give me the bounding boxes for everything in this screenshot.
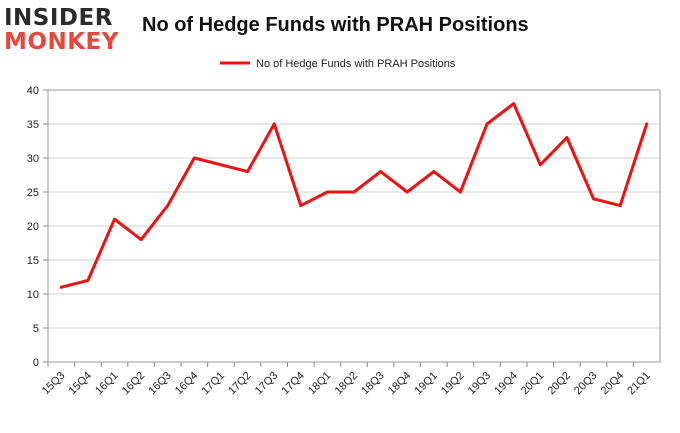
y-tick-label: 5 — [33, 323, 39, 335]
data-point — [352, 190, 356, 194]
y-tick-label: 10 — [27, 289, 39, 301]
x-tick-label: 15Q4 — [67, 370, 95, 398]
data-point — [645, 122, 649, 126]
x-tick-label: 16Q1 — [93, 370, 121, 398]
y-tick-label: 15 — [27, 255, 39, 267]
logo-line-2: MONKEY — [4, 29, 119, 55]
data-point — [538, 163, 542, 167]
x-tick-label: 19Q2 — [439, 370, 467, 398]
x-tick-label: 18Q3 — [359, 370, 387, 398]
insider-monkey-logo: INSIDER MONKEY — [4, 6, 128, 56]
y-tick-label: 0 — [33, 357, 39, 369]
data-point — [166, 204, 170, 208]
legend-label: No of Hedge Funds with PRAH Positions — [256, 58, 456, 70]
data-point — [512, 102, 516, 106]
x-tick-label: 20Q4 — [599, 370, 627, 398]
x-tick-label: 17Q4 — [279, 370, 307, 398]
y-tick-label: 35 — [27, 119, 39, 131]
plot-border — [47, 89, 661, 363]
x-tick-label: 19Q3 — [466, 370, 494, 398]
data-point — [139, 238, 143, 242]
data-point — [565, 136, 569, 140]
gridlines — [43, 89, 660, 367]
y-tick-label: 30 — [27, 153, 39, 165]
data-point — [192, 156, 196, 160]
x-tick-label: 20Q2 — [545, 370, 573, 398]
x-tick-label: 20Q1 — [519, 370, 547, 398]
y-tick-labels: 0 5 10 15 20 25 30 35 40 — [27, 85, 39, 369]
data-point — [113, 217, 117, 221]
data-point — [618, 204, 622, 208]
data-point — [325, 190, 329, 194]
x-tick-label: 18Q4 — [386, 370, 414, 398]
data-point — [458, 190, 462, 194]
data-point — [591, 197, 595, 201]
x-tick-label: 21Q1 — [625, 370, 653, 398]
x-tick-label: 16Q4 — [173, 370, 201, 398]
x-tick-label: 18Q2 — [333, 370, 361, 398]
series-layer — [59, 102, 649, 289]
logo-line-1: INSIDER — [4, 5, 113, 31]
y-tick-label: 25 — [27, 187, 39, 199]
x-tick-label: 18Q1 — [306, 370, 334, 398]
x-tick-label: 17Q3 — [253, 370, 281, 398]
x-tick-labels: 15Q3 15Q4 16Q1 16Q2 16Q3 16Q4 17Q1 17Q2 17Q3 17Q4… — [40, 370, 653, 398]
x-tick-label: 16Q3 — [146, 370, 174, 398]
x-tick-label: 15Q3 — [40, 370, 68, 398]
data-point — [432, 170, 436, 174]
data-point — [405, 190, 409, 194]
x-tick-label: 17Q2 — [226, 370, 254, 398]
y-tick-label: 40 — [27, 85, 39, 97]
data-point — [272, 122, 276, 126]
x-tick-label: 19Q4 — [492, 370, 520, 398]
x-tick-label: 16Q2 — [120, 370, 148, 398]
chart-title: No of Hedge Funds with PRAH Positions — [142, 14, 529, 36]
x-tick-label: 19Q1 — [412, 370, 440, 398]
data-point — [485, 122, 489, 126]
data-point — [379, 170, 383, 174]
data-point — [246, 170, 250, 174]
data-point — [219, 163, 223, 167]
x-tick-label: 20Q3 — [572, 370, 600, 398]
legend: No of Hedge Funds with PRAH Positions — [220, 58, 456, 70]
data-point — [86, 278, 90, 282]
y-tick-label: 20 — [27, 221, 39, 233]
x-tick-label: 17Q1 — [200, 370, 228, 398]
data-point — [299, 204, 303, 208]
data-point — [59, 285, 63, 289]
